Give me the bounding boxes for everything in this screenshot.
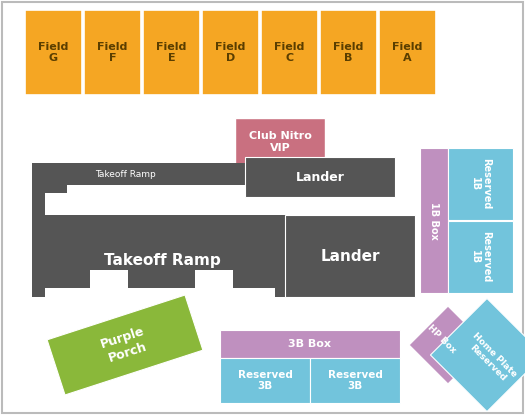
Text: Field
G: Field G	[38, 42, 69, 63]
Bar	[84, 10, 141, 95]
Polygon shape	[430, 298, 525, 412]
Text: Reserved
3B: Reserved 3B	[237, 370, 292, 391]
Bar	[420, 148, 448, 293]
Text: Lander: Lander	[320, 249, 380, 264]
Bar	[310, 358, 400, 403]
Text: Field
A: Field A	[392, 42, 423, 63]
Bar	[45, 288, 275, 297]
Bar	[320, 10, 377, 95]
Bar	[25, 10, 82, 95]
Polygon shape	[409, 306, 487, 384]
Bar	[379, 10, 436, 95]
Text: Reserved
1B: Reserved 1B	[470, 231, 491, 283]
Text: Reserved
3B: Reserved 3B	[328, 370, 382, 391]
Text: HP Box: HP Box	[426, 323, 458, 355]
Bar	[261, 10, 318, 95]
Polygon shape	[47, 295, 203, 395]
Text: 1B Box: 1B Box	[429, 202, 439, 239]
Text: 3B Box: 3B Box	[289, 339, 331, 349]
Bar	[285, 215, 415, 297]
Text: Takeoff Ramp: Takeoff Ramp	[103, 252, 220, 268]
Bar	[235, 118, 325, 166]
Text: Field
C: Field C	[274, 42, 304, 63]
Bar	[202, 10, 259, 95]
Text: Takeoff Ramp: Takeoff Ramp	[94, 169, 155, 178]
Text: Reserved
1B: Reserved 1B	[470, 158, 491, 210]
Bar	[32, 163, 45, 273]
Bar	[245, 157, 395, 197]
Text: Field
F: Field F	[97, 42, 128, 63]
Bar	[90, 270, 128, 297]
Bar	[45, 163, 245, 185]
Text: Field
E: Field E	[156, 42, 187, 63]
Text: Purple
Porch: Purple Porch	[99, 325, 151, 365]
Text: Lander: Lander	[296, 171, 344, 183]
Text: Field
D: Field D	[215, 42, 246, 63]
Text: Home Plate
Reserved: Home Plate Reserved	[464, 331, 519, 387]
Bar	[45, 163, 67, 193]
Bar	[448, 221, 513, 293]
Bar	[448, 148, 513, 220]
Bar	[32, 215, 337, 297]
Text: Club Nitro
VIP: Club Nitro VIP	[248, 131, 311, 153]
Bar	[143, 10, 200, 95]
Text: Field
B: Field B	[333, 42, 364, 63]
Bar	[195, 270, 233, 297]
Bar	[220, 330, 400, 358]
Bar	[220, 358, 310, 403]
